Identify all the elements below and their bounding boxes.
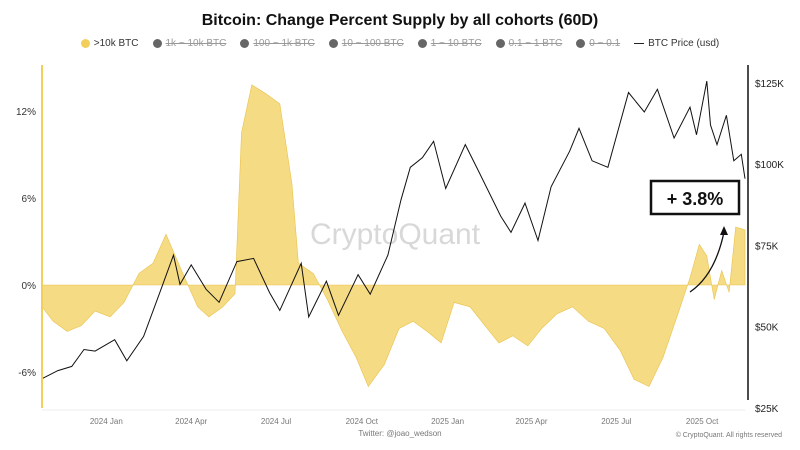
legend-label: 0.1 ~ 1 BTC (508, 38, 563, 49)
y-left-tick-label: -6% (18, 368, 36, 379)
legend-item[interactable]: 0.1 ~ 1 BTC (495, 38, 563, 49)
legend-label: 100 ~ 1k BTC (253, 38, 315, 49)
y-left-tick-label: 0% (22, 281, 37, 292)
x-tick-label: 2024 Apr (175, 417, 207, 426)
legend-dot-icon (80, 39, 90, 48)
x-tick-label: 2024 Jul (261, 417, 291, 426)
legend: >10k BTC 1k ~ 10k BTC 100 ~ 1k BTC 10 ~ 100… (0, 38, 800, 49)
y-right-tick-label: $125K (755, 79, 784, 90)
annotation-box (649, 179, 741, 216)
x-tick-label: 2025 Jan (431, 417, 464, 426)
legend-dot-icon (495, 39, 505, 48)
btc-price-line (41, 81, 746, 380)
legend-item[interactable]: 10 ~ 100 BTC (328, 38, 404, 49)
chart-title: Bitcoin: Change Percent Supply by all co… (201, 12, 599, 29)
legend-item[interactable]: >10k BTC (80, 38, 139, 49)
legend-dot-icon (152, 39, 162, 48)
legend-dot-icon (417, 39, 427, 48)
annotation-arrow (689, 231, 725, 293)
legend-item[interactable]: 0 ~ 0.1 (576, 38, 620, 49)
legend-label: 0 ~ 0.1 (589, 38, 621, 49)
legend-dot-icon (328, 39, 338, 48)
legend-item[interactable]: BTC Price (usd) (634, 38, 719, 49)
legend-item[interactable]: 100 ~ 1k BTC (240, 38, 315, 49)
y-left-tick-label: 12% (16, 107, 36, 118)
legend-item[interactable]: 1k ~ 10k BTC (152, 38, 227, 49)
legend-label: 1k ~ 10k BTC (165, 38, 227, 49)
x-tick-label: 2025 Apr (515, 417, 547, 426)
x-tick-label: 2024 Oct (346, 417, 379, 426)
line-swatch-icon (634, 43, 645, 44)
legend-dot-icon (576, 39, 586, 48)
y-right-tick-label: $25K (755, 404, 779, 415)
y-right-tick-label: $100K (755, 160, 784, 171)
supply-change-area (41, 84, 746, 388)
x-tick-label: 2024 Jan (90, 417, 123, 426)
legend-label: BTC Price (usd) (648, 38, 720, 49)
legend-label: >10k BTC (93, 38, 139, 49)
x-tick-label: 2025 Jul (601, 417, 631, 426)
arrowhead-icon (720, 226, 728, 235)
y-right-tick-label: $50K (755, 323, 779, 334)
y-right-tick-label: $75K (755, 241, 779, 252)
legend-dot-icon (240, 39, 250, 48)
x-tick-label: 2025 Oct (686, 417, 719, 426)
copyright: © CryptoQuant. All rights reserved (675, 432, 782, 439)
y-left-tick-label: 6% (22, 194, 37, 205)
legend-item[interactable]: 1 ~ 10 BTC (417, 38, 482, 49)
legend-label: 1 ~ 10 BTC (430, 38, 482, 49)
footer-credit: Twitter: @joao_wedson (358, 429, 442, 438)
legend-label: 10 ~ 100 BTC (341, 38, 404, 49)
annotation-label: + 3.8% (667, 189, 724, 209)
